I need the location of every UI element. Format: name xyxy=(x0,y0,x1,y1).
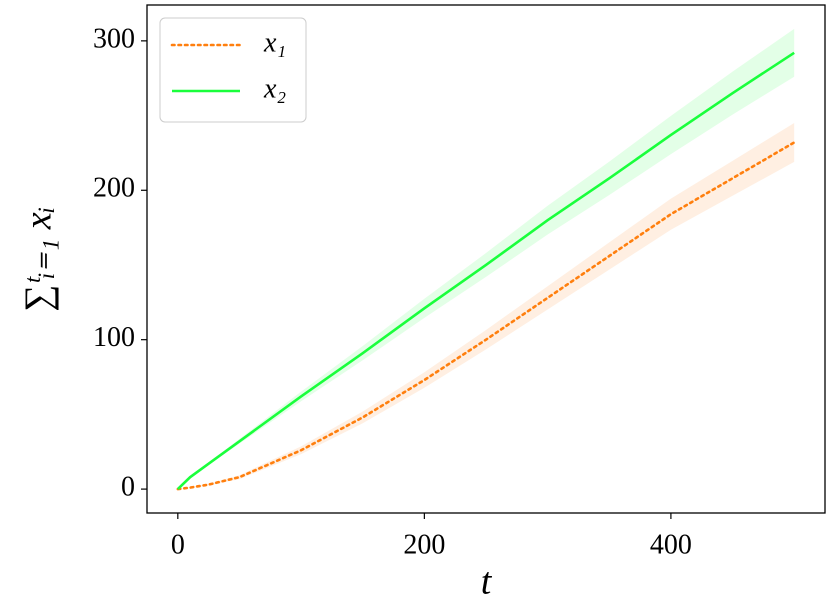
series-line xyxy=(176,51,795,491)
legend-label: x₂ xyxy=(263,73,286,104)
series-line xyxy=(176,141,796,491)
x-tick-label: 200 xyxy=(403,529,445,560)
y-tick-label: 300 xyxy=(93,23,135,54)
y-tick-label: 200 xyxy=(93,173,135,204)
axes-frame xyxy=(146,4,826,514)
y-tick-label: 100 xyxy=(93,322,135,353)
x-tick-label: 400 xyxy=(650,529,692,560)
confidence-band xyxy=(177,123,795,490)
legend-label: x₁ xyxy=(263,27,286,58)
lines xyxy=(176,51,796,491)
y-tick-label: 0 xyxy=(121,472,135,503)
x-tick-label: 0 xyxy=(171,529,185,560)
legend-box xyxy=(159,17,307,123)
x-axis-label: t xyxy=(481,561,493,603)
y-axis-label: ∑ᵗᵢ₌₁ xᵢ xyxy=(18,206,60,311)
